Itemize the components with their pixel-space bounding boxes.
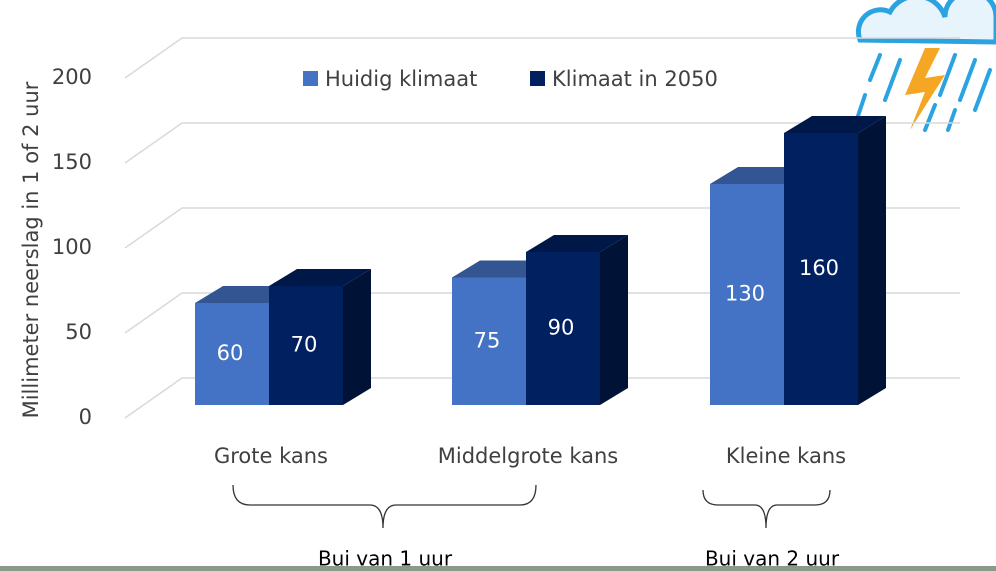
bar-front	[710, 184, 784, 405]
grid-line	[124, 377, 960, 419]
x-tick-label: Kleine kans	[726, 444, 846, 468]
y-tick-label: 0	[79, 405, 92, 429]
bar-front	[195, 303, 269, 405]
bar	[526, 235, 628, 405]
y-axis-title: Millimeter neerslag in 1 of 2 uur	[19, 81, 43, 418]
value-label: 70	[291, 333, 318, 357]
grid-line	[124, 37, 960, 79]
grid-line	[124, 122, 960, 164]
bar-side	[343, 269, 371, 405]
bar	[269, 269, 371, 405]
photo-strip	[0, 566, 996, 571]
y-tick-label: 200	[52, 65, 92, 89]
x-tick-label: Grote kans	[214, 444, 328, 468]
legend-swatch	[303, 71, 318, 86]
bar-top	[526, 235, 628, 252]
weather-icon	[853, 0, 996, 132]
bar-top	[784, 116, 886, 133]
bar-front	[269, 286, 343, 405]
braces	[232, 484, 831, 529]
plot: 0 50 100 150 200	[52, 37, 960, 429]
x-tick-label: Middelgrote kans	[438, 444, 618, 468]
bar-front	[526, 252, 600, 405]
bar-side	[858, 116, 886, 405]
bar-top	[269, 269, 371, 286]
bar	[784, 116, 886, 405]
legend-swatch	[530, 71, 545, 86]
y-tick-label: 100	[52, 235, 92, 259]
bar-side	[600, 235, 628, 405]
bar-front	[784, 133, 858, 405]
y-tick-label: 150	[52, 150, 92, 174]
grid-line	[124, 207, 960, 249]
grid-line	[124, 292, 960, 334]
legend-label: Huidig klimaat	[325, 67, 477, 91]
value-label: 60	[217, 341, 244, 365]
y-tick-label: 50	[65, 320, 92, 344]
value-label: 75	[474, 328, 501, 352]
value-label: 130	[725, 282, 765, 306]
legend-label: Klimaat in 2050	[552, 67, 718, 91]
value-label: 90	[548, 316, 575, 340]
value-label: 160	[799, 256, 839, 280]
bar-front	[452, 277, 526, 405]
